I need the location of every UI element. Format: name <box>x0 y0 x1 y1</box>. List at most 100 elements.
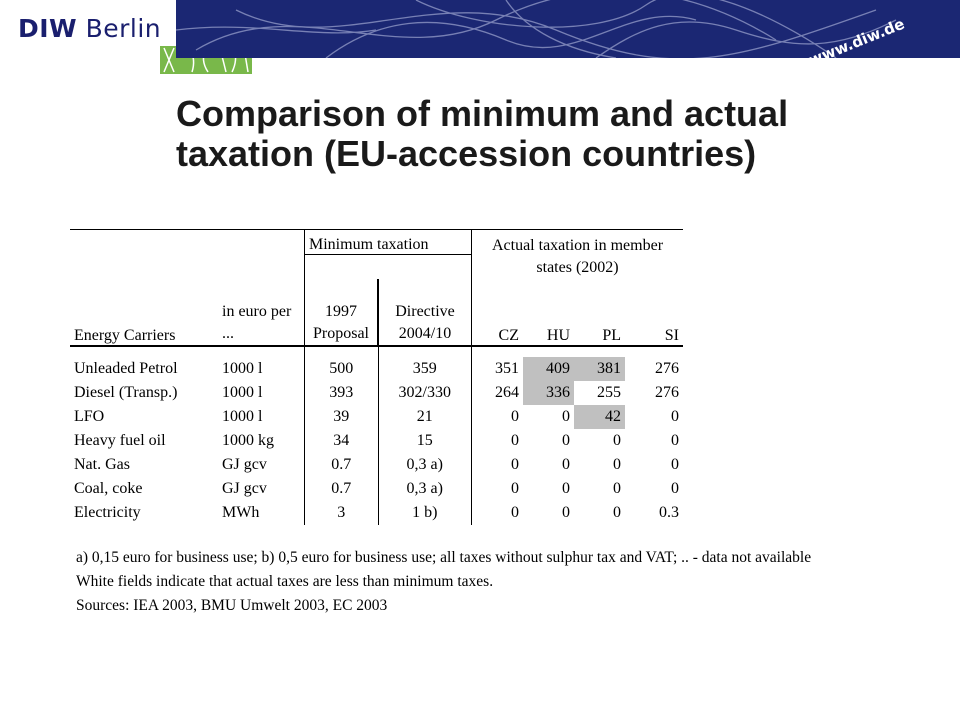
cell-cz: 0 <box>471 429 523 453</box>
header-cell <box>218 254 305 279</box>
cell-hu: 336 <box>523 381 574 405</box>
spacer-row <box>70 346 683 357</box>
note-white-fields: White fields indicate that actual taxes … <box>76 573 494 590</box>
header-directive-line-1: Directive <box>395 303 455 320</box>
cell-unit: GJ gcv <box>218 453 305 477</box>
cell-carrier: Diesel (Transp.) <box>74 384 178 401</box>
header-actual-line-2: states (2002) <box>536 259 619 276</box>
cell-proposal: 34 <box>304 429 379 453</box>
banner-curves-graphic <box>176 0 897 58</box>
cell-directive: 1 b) <box>377 501 472 525</box>
cell-unit: 1000 l <box>218 357 305 381</box>
cell-directive: 302/330 <box>377 381 472 405</box>
cell-hu: 0 <box>562 432 570 449</box>
header-cell <box>70 229 218 255</box>
cell-carrier: Unleaded Petrol <box>74 360 178 377</box>
cell-proposal: 0.7 <box>304 453 379 477</box>
cell-pl: 0 <box>613 456 621 473</box>
spacer-cell <box>625 346 683 357</box>
cell-si: 276 <box>655 384 679 401</box>
table-row: Nat. Gas GJ gcv 0.7 0,3 a) 0 0 0 0 <box>70 453 683 477</box>
header-energy-carriers: Energy Carriers <box>70 279 218 347</box>
header-country-si: SI <box>625 279 683 347</box>
cell-hu: 0 <box>562 480 570 497</box>
table-row: Unleaded Petrol 1000 l 500 359 351 409 3… <box>70 357 683 381</box>
header-directive: Directive 2004/10 <box>377 279 472 347</box>
header-banner: www.diw.de <box>176 0 960 58</box>
cell-si: 0 <box>671 480 679 497</box>
cell-cz: 0 <box>471 477 523 501</box>
cell-proposal: 393 <box>304 381 379 405</box>
slide-title: Comparison of minimum and actual taxatio… <box>176 94 788 174</box>
table-row: LFO 1000 l 39 21 0 0 42 0 <box>70 405 683 429</box>
diw-berlin-logo: DIW Berlin <box>18 14 161 43</box>
spacer-cell <box>218 346 305 357</box>
cell-cz: 264 <box>471 381 523 405</box>
table-row: Coal, coke GJ gcv 0.7 0,3 a) 0 0 0 0 <box>70 477 683 501</box>
note-footnotes: a) 0,15 euro for business use; b) 0,5 eu… <box>76 549 812 566</box>
cell-si: 0 <box>671 432 679 449</box>
cell-carrier: Nat. Gas <box>74 456 130 473</box>
cell-unit: MWh <box>218 501 305 525</box>
header-cell <box>218 229 305 255</box>
title-line-1: Comparison of minimum and actual <box>176 93 789 134</box>
cell-proposal: 500 <box>304 357 379 381</box>
taxation-table-container: Minimum taxation Actual taxation in memb… <box>70 229 683 525</box>
cell-pl: 0 <box>613 432 621 449</box>
cell-unit: 1000 kg <box>218 429 305 453</box>
table-body: Unleaded Petrol 1000 l 500 359 351 409 3… <box>70 357 683 525</box>
spacer-cell <box>574 346 625 357</box>
header-country-pl: PL <box>574 279 625 347</box>
spacer-cell <box>377 346 472 357</box>
cell-pl: 42 <box>574 405 625 429</box>
cell-cz: 0 <box>471 453 523 477</box>
spacer-cell <box>304 346 379 357</box>
header-directive-line-2: 2004/10 <box>398 325 452 342</box>
cell-pl: 0 <box>613 504 621 521</box>
taxation-table: Minimum taxation Actual taxation in memb… <box>70 229 683 525</box>
cell-si: 276 <box>655 360 679 377</box>
green-strip-lines-graphic <box>163 47 249 73</box>
cell-carrier: Heavy fuel oil <box>74 432 166 449</box>
header-country-hu: HU <box>523 279 574 347</box>
header-cell <box>70 255 218 280</box>
cell-carrier: Coal, coke <box>74 480 143 497</box>
cell-hu: 0 <box>562 456 570 473</box>
header-proposal-line-1: 1997 <box>325 303 357 320</box>
cell-hu: 0 <box>562 408 570 425</box>
cell-cz: 0 <box>471 501 523 525</box>
cell-si: 0 <box>671 456 679 473</box>
cell-unit: 1000 l <box>218 381 305 405</box>
cell-proposal: 39 <box>304 405 379 429</box>
cell-directive: 15 <box>377 429 472 453</box>
header-row-columns: Energy Carriers in euro per ... 1997 Pro… <box>70 279 683 347</box>
logo-rest: Berlin <box>77 14 162 43</box>
spacer-cell <box>70 346 218 357</box>
cell-pl: 0 <box>613 480 621 497</box>
header-proposal-line-2: Proposal <box>313 325 369 342</box>
cell-unit: 1000 l <box>218 405 305 429</box>
header-unit-line-2: ... <box>222 325 234 342</box>
cell-directive: 0,3 a) <box>377 477 472 501</box>
cell-si: 0 <box>671 408 679 425</box>
table-notes: a) 0,15 euro for business use; b) 0,5 eu… <box>76 546 811 618</box>
cell-cz: 0 <box>471 405 523 429</box>
table-row: Heavy fuel oil 1000 kg 34 15 0 0 0 0 <box>70 429 683 453</box>
header-unit: in euro per ... <box>218 279 305 347</box>
header-row-groups: Minimum taxation Actual taxation in memb… <box>70 229 683 279</box>
cell-unit: GJ gcv <box>218 477 305 501</box>
cell-carrier: LFO <box>74 408 105 425</box>
table-row: Diesel (Transp.) 1000 l 393 302/330 264 … <box>70 381 683 405</box>
spacer-cell <box>471 346 523 357</box>
header-min-taxation: Minimum taxation <box>304 229 472 255</box>
cell-hu: 409 <box>523 357 574 381</box>
header-cell <box>378 254 472 279</box>
logo-bold: DIW <box>18 14 78 43</box>
header-1997-proposal: 1997 Proposal <box>304 279 379 347</box>
cell-hu: 0 <box>562 504 570 521</box>
cell-proposal: 0.7 <box>304 477 379 501</box>
header-unit-line-1: in euro per <box>222 303 292 320</box>
title-line-2: taxation (EU-accession countries) <box>176 133 757 174</box>
cell-pl: 381 <box>574 357 625 381</box>
cell-proposal: 3 <box>304 501 379 525</box>
